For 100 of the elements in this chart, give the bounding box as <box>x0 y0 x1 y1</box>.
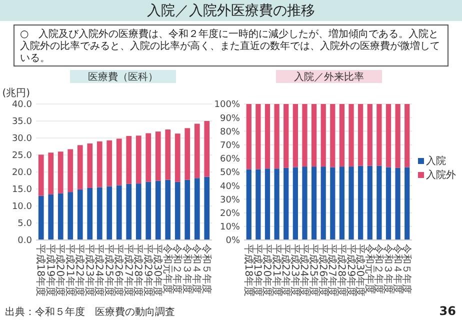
bar <box>302 166 308 240</box>
y-tick-label: 40.0 <box>12 100 32 110</box>
y-tick-label: 30% <box>220 195 240 206</box>
bar <box>87 143 93 188</box>
bar <box>264 168 270 240</box>
bar <box>302 104 308 167</box>
x-tick-label: 平成26年度 <box>112 244 125 297</box>
bar <box>330 167 336 240</box>
y-tick-label: 0.0 <box>18 236 32 246</box>
bar <box>367 166 372 240</box>
bar <box>48 194 54 240</box>
x-tick-label: 令和５年度 <box>400 244 413 294</box>
bar <box>386 104 392 168</box>
bar <box>320 104 326 167</box>
bar <box>184 180 190 240</box>
bar <box>77 189 83 240</box>
x-tick-label: 平成18年度 <box>34 244 47 297</box>
bar <box>311 104 317 167</box>
y-tick-label: 20.0 <box>12 168 32 178</box>
bar <box>367 104 372 166</box>
bar <box>264 104 270 169</box>
bar <box>174 134 180 182</box>
bar <box>38 154 44 196</box>
x-tick-label: 平成22年度 <box>280 244 292 297</box>
bar <box>320 166 326 240</box>
bar <box>204 176 210 240</box>
y-tick-label: 15.0 <box>12 185 32 196</box>
text: 入院／入院外医療費の推移 <box>147 3 315 19</box>
x-tick-label: 令和４年度 <box>190 244 203 294</box>
chart-title: 入院／外来比率 <box>294 71 364 83</box>
x-tick-label: 平成19年度 <box>252 244 264 297</box>
y-tick-label: 80% <box>220 127 240 138</box>
bar <box>165 180 171 240</box>
bar <box>77 145 83 190</box>
bar <box>339 104 345 167</box>
bar <box>96 141 102 188</box>
bar <box>155 180 161 240</box>
bar <box>395 104 400 168</box>
x-tick-label: 平成27年度 <box>326 244 338 297</box>
y-tick-label: 90% <box>220 114 240 124</box>
bar <box>274 168 280 240</box>
bar <box>106 140 112 186</box>
y-tick-label: 20% <box>220 208 240 219</box>
bar <box>311 166 317 240</box>
y-tick-label: 30.0 <box>12 134 32 144</box>
bar <box>256 104 261 170</box>
bar <box>330 104 336 168</box>
bar <box>126 184 132 240</box>
x-tick-label: 平成30年度 <box>354 244 366 297</box>
bar <box>116 138 122 186</box>
bar <box>68 192 74 240</box>
bar <box>395 168 400 240</box>
x-tick-label: 平成20年度 <box>261 244 273 297</box>
x-tick-label: 平成20年度 <box>54 244 66 297</box>
x-tick-label: 平成22年度 <box>74 244 86 297</box>
chart-title: 医療費（医科） <box>88 71 158 83</box>
bar <box>284 104 289 168</box>
bar <box>146 182 152 240</box>
bar <box>246 169 252 240</box>
legend-label: 入院外 <box>426 169 456 181</box>
bar <box>48 152 54 194</box>
bar <box>404 104 410 168</box>
bar <box>348 166 354 240</box>
x-tick-label: 平成30年度 <box>152 244 164 297</box>
bar <box>386 167 392 240</box>
bar <box>184 128 190 180</box>
bar <box>96 187 102 240</box>
bar <box>174 182 180 240</box>
y-tick-label: 60% <box>220 154 240 165</box>
bar <box>284 168 289 240</box>
text: 36 <box>439 304 456 318</box>
bar <box>87 188 93 240</box>
x-tick-label: 令和３年度 <box>382 244 394 294</box>
y-tick-label: 0% <box>226 236 240 246</box>
y-tick-label: 25.0 <box>12 151 32 162</box>
y-tick-label: 70% <box>220 140 240 151</box>
x-tick-label: 令和２年度 <box>171 244 184 294</box>
x-tick-label: 平成24年度 <box>298 244 310 297</box>
bar <box>126 136 132 184</box>
bar <box>58 193 64 240</box>
x-tick-label: 平成25年度 <box>308 244 320 297</box>
bar <box>194 178 200 240</box>
text: ○ 入院及び入院外の医療費は、令和２年度に一時的に減少したが、増加傾向である。入院と入院外の比率でみると、入院の比率が高く、また直近の数年では、入院外の医療費が微増している。 <box>20 28 440 64</box>
bar <box>292 104 298 168</box>
bar <box>246 104 252 170</box>
bar <box>376 104 382 166</box>
bar <box>274 104 280 169</box>
x-tick-label: 平成28年度 <box>132 244 144 297</box>
bar <box>38 196 44 240</box>
x-tick-label: 平成24年度 <box>93 244 106 297</box>
y-tick-label: 50% <box>220 168 240 178</box>
y-tick-label: 10% <box>220 222 240 233</box>
bar <box>376 166 382 240</box>
source-note: 出典：令和５年度 医療費の動向調査 <box>5 306 175 318</box>
bar <box>204 121 210 177</box>
y-tick-label: 40% <box>220 182 240 192</box>
y-tick-label: 5.0 <box>18 219 32 230</box>
y-tick-label: 10.0 <box>12 202 32 212</box>
bar <box>404 167 410 240</box>
y-tick-label: 35.0 <box>12 117 32 128</box>
